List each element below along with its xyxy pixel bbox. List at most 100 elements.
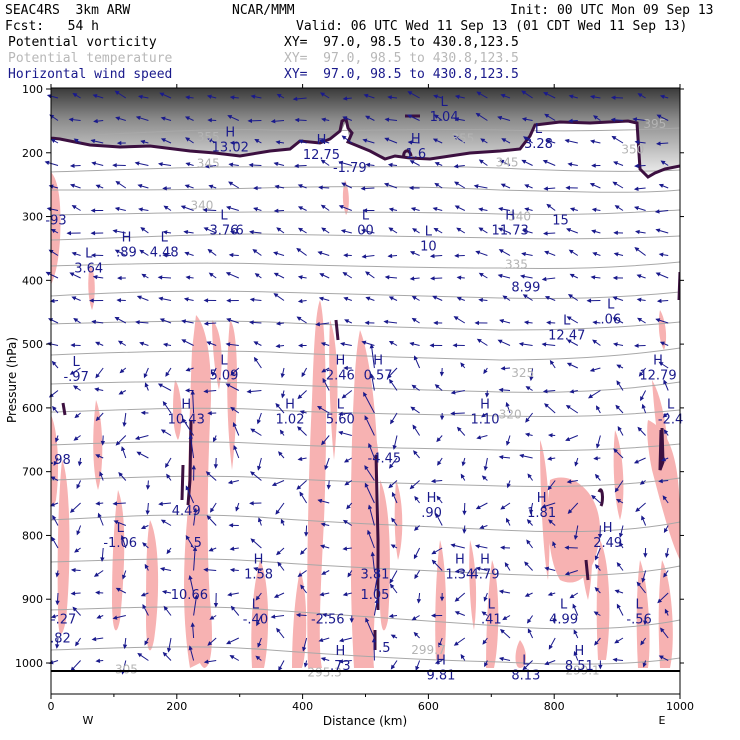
wind-vector (481, 475, 488, 481)
wind-vector (614, 589, 624, 594)
wind-vector (213, 435, 218, 443)
wind-vector (360, 186, 375, 191)
extremum-marker: L (607, 298, 615, 313)
wind-vector (228, 252, 239, 258)
wind-vector (275, 140, 285, 145)
wind-vector (566, 316, 579, 324)
wind-vector (275, 502, 285, 515)
wind-vector (235, 502, 240, 512)
wind-vector (137, 652, 149, 661)
wind-vector (249, 320, 262, 325)
wind-vector (140, 410, 149, 416)
wind-vector (362, 208, 375, 213)
wind-vector (185, 367, 194, 372)
wind-vector (319, 92, 330, 99)
wind-vector (564, 138, 578, 144)
wind-vector (573, 629, 579, 639)
wind-vector (119, 367, 127, 374)
wind-vector (338, 659, 352, 664)
wind-vector (658, 655, 669, 661)
wind-vector (633, 206, 646, 211)
wind-vector (460, 473, 466, 481)
wind-vector (412, 424, 421, 436)
wind-vector (564, 545, 578, 550)
wind-vector (50, 614, 59, 619)
wind-vector (249, 229, 262, 235)
wind-vector (390, 412, 398, 425)
extremum-marker: H (122, 231, 132, 246)
wind-vector (498, 387, 511, 393)
wind-vector (90, 230, 104, 236)
wind-vector (593, 115, 601, 121)
wind-vector (254, 273, 262, 279)
x-tick-label: 0 (48, 700, 55, 713)
wind-vector (497, 273, 511, 279)
wind-vector (500, 93, 511, 99)
wind-vector (613, 252, 624, 257)
wind-vector (55, 637, 60, 649)
wind-vector (52, 405, 59, 414)
field-theta-name: Potential temperature (8, 51, 173, 66)
wind-vector (227, 592, 239, 597)
wind-vector (438, 637, 443, 648)
wind-vector (253, 356, 262, 369)
wind-vector (547, 591, 556, 597)
wind-vector (184, 184, 194, 189)
wind-vector (658, 183, 669, 189)
wind-vector (160, 429, 172, 436)
wind-vector (592, 339, 601, 346)
wind-vector (72, 606, 81, 616)
wind-vector (453, 164, 465, 169)
wind-vector (656, 298, 669, 304)
wind-vector (502, 615, 511, 621)
theta-label: 320 (499, 407, 522, 421)
wind-vector (616, 562, 624, 571)
wind-vector (521, 251, 533, 257)
wind-vector (389, 457, 398, 469)
x-tick-label: 800 (544, 700, 565, 713)
wind-vector (545, 139, 556, 144)
field-theta-xy: XY= 97.0, 98.5 to 430.8,123.5 (284, 51, 519, 66)
extremum-value: 1.34 (445, 568, 474, 583)
wind-vector (475, 250, 488, 256)
wind-vector (338, 160, 352, 166)
wind-vector (343, 296, 352, 302)
extremum-value: 00 (357, 223, 374, 238)
wind-vector (246, 389, 262, 394)
wind-vector (565, 185, 578, 191)
wind-vector (594, 547, 601, 561)
x-tick-label: 400 (292, 700, 313, 713)
wind-vector (369, 343, 375, 369)
wind-vector (573, 650, 579, 661)
wind-vector (589, 183, 601, 189)
wind-vector (229, 140, 239, 146)
wind-vector (659, 341, 669, 346)
wind-vector (318, 185, 330, 190)
wind-vector (70, 343, 81, 348)
wind-vector (634, 140, 646, 145)
wind-vector (256, 615, 262, 627)
wind-vector (454, 94, 465, 99)
wind-vector (139, 249, 149, 256)
wind-vector (118, 390, 127, 395)
wind-vector (529, 367, 534, 382)
theta-label: 395 (643, 117, 666, 131)
wind-vector (257, 637, 262, 648)
wind-vector (72, 92, 81, 99)
wind-vector (476, 338, 488, 346)
wind-vector (481, 611, 488, 616)
wind-vector (439, 592, 445, 602)
wind-vector (165, 367, 172, 377)
wind-vector (439, 367, 445, 377)
wind-vector (454, 611, 465, 616)
wind-vector (162, 253, 172, 258)
wind-vector (594, 564, 601, 571)
wind-vector (384, 275, 398, 280)
wind-vector (185, 535, 195, 549)
wind-vector (137, 183, 149, 189)
wind-vector (414, 495, 421, 504)
wind-vector (547, 480, 556, 491)
extremum-marker: H (537, 491, 547, 506)
wind-vector (145, 502, 150, 516)
